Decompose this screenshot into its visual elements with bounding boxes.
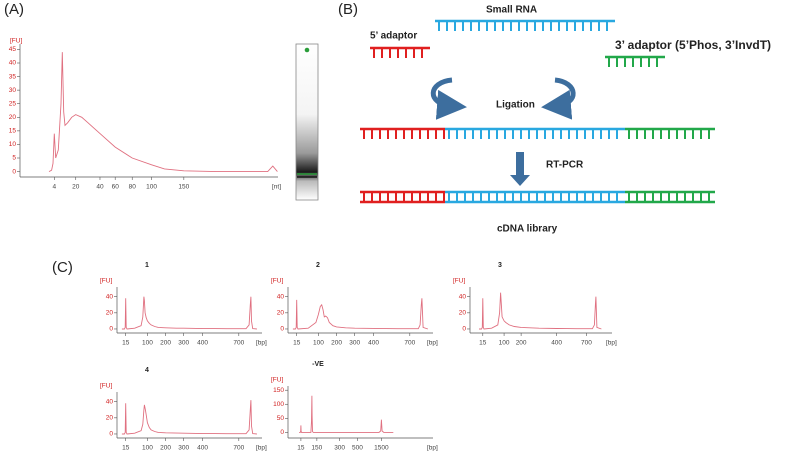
chart-title: 3 <box>498 262 502 269</box>
y-tick-label: 20 <box>106 310 114 317</box>
y-axis-label: [FU] <box>453 278 465 285</box>
x-tick-label: 15 <box>479 340 487 347</box>
chart-title: 1 <box>145 262 149 269</box>
x-tick-label: 300 <box>178 340 189 347</box>
x-tick-label: 400 <box>197 445 208 452</box>
x-tick-label: 200 <box>516 340 527 347</box>
rt-pcr-label: RT-PCR <box>546 160 584 171</box>
x-tick-label: 15 <box>122 340 130 347</box>
chart-title: -VE <box>312 361 324 368</box>
y-tick-label: 40 <box>106 293 114 300</box>
y-tick-label: 0 <box>280 326 284 333</box>
y-tick-label: 5 <box>12 155 16 162</box>
x-tick-label: 100 <box>142 340 153 347</box>
ligation-label: Ligation <box>496 100 535 111</box>
x-tick-label: 500 <box>352 445 363 452</box>
x-tick-label: 700 <box>581 340 592 347</box>
y-tick-label: 35 <box>9 73 17 80</box>
gel-lane <box>295 43 319 201</box>
y-tick-label: 20 <box>277 310 285 317</box>
x-axis-label: [bp] <box>427 340 438 347</box>
y-tick-label: 150 <box>273 387 284 394</box>
x-tick-label: 700 <box>404 340 415 347</box>
x-tick-label: 1500 <box>374 445 389 452</box>
x-tick-label: 700 <box>233 445 244 452</box>
x-tick-label: 100 <box>146 184 157 191</box>
chart-title: 4 <box>145 367 149 374</box>
x-axis-label: [bp] <box>606 340 617 347</box>
trace <box>48 52 278 173</box>
y-axis-label: [FU] <box>100 278 112 285</box>
y-tick-label: 50 <box>277 415 285 422</box>
x-tick-label: 15 <box>297 445 305 452</box>
chart-title: 2 <box>316 262 320 269</box>
x-tick-label: 200 <box>160 340 171 347</box>
y-tick-label: 40 <box>9 60 17 67</box>
x-tick-label: 15 <box>122 445 130 452</box>
y-tick-label: 0 <box>12 168 16 175</box>
y-tick-label: 15 <box>9 128 17 135</box>
y-tick-label: 0 <box>109 431 113 438</box>
y-tick-label: 0 <box>280 429 284 436</box>
trace <box>299 395 394 433</box>
x-axis-label: [bp] <box>256 340 267 347</box>
canvas: (A) (B) (C) Small RNA 5’ adaptor 3’ adap… <box>4 1 771 452</box>
y-tick-label: 0 <box>462 326 466 333</box>
x-tick-label: 100 <box>142 445 153 452</box>
x-tick-label: 700 <box>233 340 244 347</box>
x-tick-label: 15 <box>293 340 301 347</box>
y-tick-label: 20 <box>459 310 467 317</box>
trace <box>292 298 429 330</box>
trace <box>121 400 257 435</box>
arrows <box>430 77 576 186</box>
x-tick-label: 40 <box>96 184 104 191</box>
small-rna-label: Small RNA <box>486 5 537 16</box>
panel-label: (A) <box>4 1 24 18</box>
y-axis-label: [FU] <box>271 278 283 285</box>
x-tick-label: 400 <box>551 340 562 347</box>
y-tick-label: 40 <box>459 293 467 300</box>
x-tick-label: 150 <box>311 445 322 452</box>
x-tick-label: 200 <box>160 445 171 452</box>
x-tick-label: 300 <box>349 340 360 347</box>
panel-label: (B) <box>338 1 358 18</box>
y-axis-label: [FU] <box>271 377 283 384</box>
panel-label: (C) <box>52 259 73 276</box>
x-tick-label: 20 <box>72 184 80 191</box>
x-tick-label: 200 <box>331 340 342 347</box>
y-tick-label: 45 <box>9 46 17 53</box>
x-tick-label: 300 <box>334 445 345 452</box>
y-tick-label: 30 <box>9 87 17 94</box>
y-tick-label: 20 <box>106 415 114 422</box>
cdna-library-label: cDNA library <box>497 224 558 235</box>
y-tick-label: 40 <box>106 398 114 405</box>
x-tick-label: 100 <box>313 340 324 347</box>
y-tick-label: 10 <box>9 141 17 148</box>
x-tick-label: 150 <box>178 184 189 191</box>
x-tick-label: 80 <box>129 184 137 191</box>
x-axis-label: [bp] <box>427 445 438 452</box>
x-tick-label: 400 <box>197 340 208 347</box>
y-tick-label: 25 <box>9 100 17 107</box>
y-axis-label: [FU] <box>10 38 22 45</box>
x-tick-label: 4 <box>53 184 57 191</box>
y-tick-label: 0 <box>109 326 113 333</box>
x-tick-label: 300 <box>178 445 189 452</box>
x-tick-label: 60 <box>112 184 120 191</box>
x-tick-label: 400 <box>368 340 379 347</box>
adaptor-3-label: 3’ adaptor (5’Phos, 3’InvdT) <box>615 38 771 52</box>
y-axis-label: [FU] <box>100 383 112 390</box>
trace <box>479 292 602 330</box>
y-tick-label: 100 <box>273 401 284 408</box>
x-tick-label: 100 <box>499 340 510 347</box>
x-axis-label: [bp] <box>256 445 267 452</box>
trace <box>121 296 257 330</box>
y-tick-label: 40 <box>277 293 285 300</box>
y-tick-label: 20 <box>9 114 17 121</box>
x-axis-label: [nt] <box>272 184 281 191</box>
adaptor-5-label: 5’ adaptor <box>370 31 417 42</box>
